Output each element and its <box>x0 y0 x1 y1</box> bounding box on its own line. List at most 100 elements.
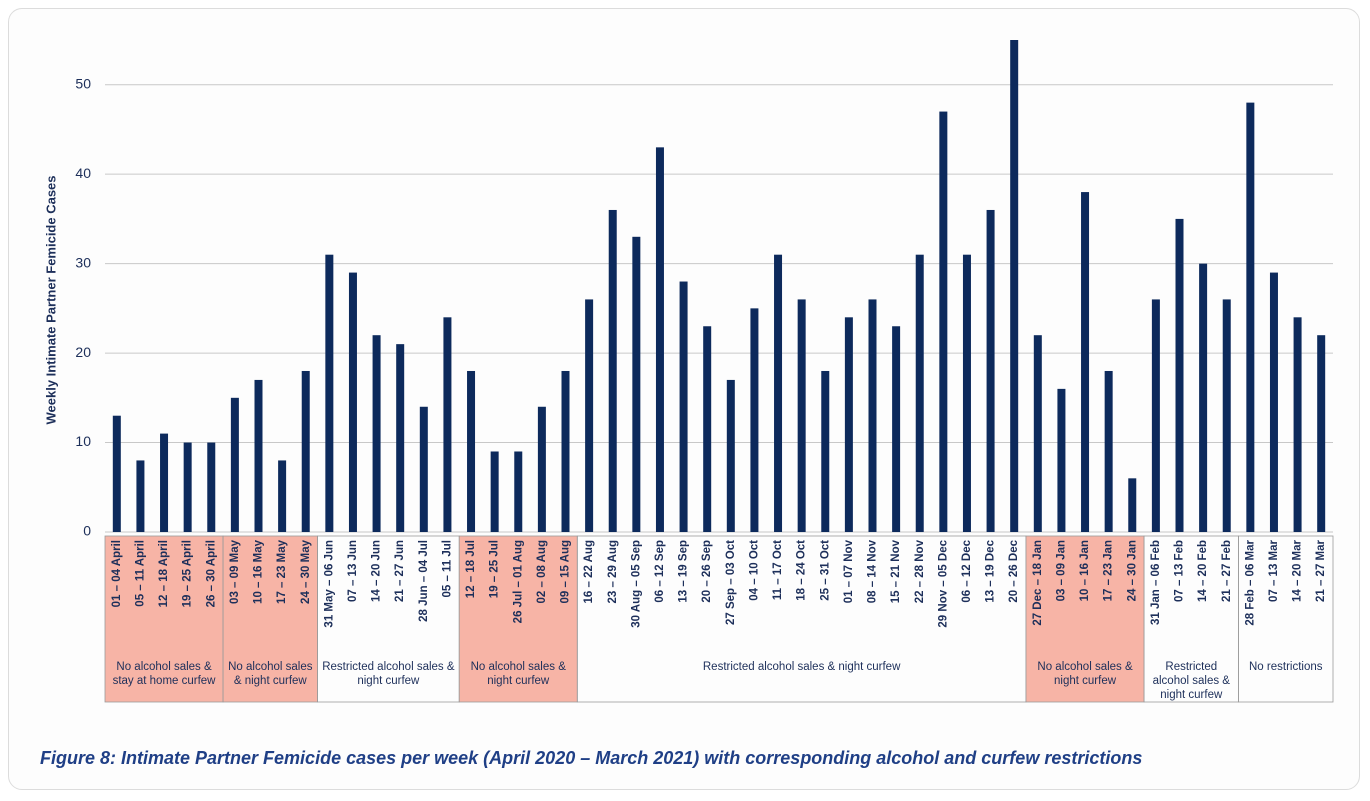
bar <box>207 442 216 532</box>
bar <box>490 451 499 532</box>
x-tick-label: 23 – 29 Aug <box>607 540 619 604</box>
period-label: Restricted alcohol sales & night curfew <box>1152 661 1230 701</box>
x-tick-label: 22 – 28 Nov <box>914 539 926 603</box>
x-tick-label: 07 – 13 Mar <box>1268 539 1280 602</box>
x-tick-label: 14 – 20 Mar <box>1292 539 1304 602</box>
bar <box>1246 102 1255 533</box>
period-label: No alcohol sales & night curfew <box>1037 661 1133 687</box>
period-label: No alcohol sales & night curfew <box>470 661 566 687</box>
x-tick-label: 12 – 18 April <box>158 540 170 607</box>
period-box <box>458 535 578 703</box>
x-tick-label: 10 – 16 Jan <box>1079 540 1091 601</box>
x-tick-label: 20 – 26 Sep <box>701 540 713 603</box>
bar <box>301 370 310 532</box>
y-tick-label: 20 <box>75 344 91 360</box>
x-tick-label: 10 – 16 May <box>253 539 265 604</box>
period-label: Restricted alcohol sales & night curfew <box>702 661 901 673</box>
bar <box>1293 317 1302 532</box>
bar <box>679 281 688 532</box>
group-backgrounds <box>104 535 1334 703</box>
bar <box>561 370 570 532</box>
bar <box>1222 299 1231 532</box>
bar <box>254 379 263 532</box>
x-tick-label: 12 – 18 Jul <box>465 540 477 598</box>
x-tick-label: 28 Feb – 06 Mar <box>1244 539 1256 625</box>
x-tick-label: 15 – 21 Nov <box>890 539 902 603</box>
x-tick-label: 17 – 23 May <box>276 539 288 604</box>
bar <box>1199 263 1208 532</box>
x-tick-label: 07 – 13 Jun <box>347 540 359 602</box>
caption: Figure 8: Intimate Partner Femicide case… <box>40 748 1143 768</box>
bar <box>325 254 334 532</box>
x-tick-label: 19 – 25 Jul <box>489 540 501 598</box>
x-tick-label: 05 – 11 April <box>134 540 146 607</box>
bar <box>467 370 476 532</box>
x-tick-label: 07 – 13 Feb <box>1174 540 1186 602</box>
bar <box>1317 335 1326 532</box>
bar <box>703 326 712 532</box>
bar <box>986 209 995 533</box>
x-tick-label: 02 – 08 Aug <box>536 540 548 604</box>
bar <box>278 460 287 532</box>
bar <box>419 406 428 532</box>
bar <box>1175 218 1184 532</box>
bar <box>1104 370 1113 532</box>
bar <box>844 317 853 532</box>
x-tick-label: 14 – 20 Feb <box>1197 540 1209 602</box>
x-tick-label: 24 – 30 Jan <box>1126 540 1138 601</box>
bar <box>726 379 735 532</box>
x-tick-label: 21 – 27 Feb <box>1221 540 1233 602</box>
y-tick-label: 0 <box>83 523 91 539</box>
x-tick-label: 21 – 27 Jun <box>394 540 406 602</box>
x-tick-label: 26 Jul – 01 Aug <box>512 540 524 623</box>
bar <box>136 460 145 532</box>
y-tick-label: 30 <box>75 254 91 270</box>
bar <box>230 397 239 532</box>
bar <box>585 299 594 532</box>
x-tick-label: 13 – 19 Dec <box>985 539 997 602</box>
y-tick-label: 40 <box>75 165 91 181</box>
x-tick-label: 20 – 26 Dec <box>1008 539 1020 602</box>
bar <box>443 317 452 532</box>
x-tick-label: 06 – 12 Sep <box>654 540 666 603</box>
bar <box>821 370 830 532</box>
period-box <box>1025 535 1145 703</box>
bar <box>608 209 617 533</box>
x-tick-label: 25 – 31 Oct <box>819 540 831 601</box>
period-label: No restrictions <box>1249 661 1323 673</box>
bar <box>537 406 546 532</box>
bar <box>183 442 192 532</box>
y-tick-label: 50 <box>75 75 91 91</box>
period-box <box>104 535 224 703</box>
bar <box>1081 192 1090 532</box>
bar <box>797 299 806 532</box>
x-tick-label: 08 – 14 Nov <box>867 539 879 603</box>
x-tick-label: 11 – 17 Oct <box>772 540 784 600</box>
bar <box>632 236 641 533</box>
bar <box>1151 299 1160 532</box>
x-tick-label: 24 – 30 May <box>300 539 312 604</box>
bar <box>774 254 783 532</box>
period-label: No alcohol sales & stay at home curfew <box>112 661 216 687</box>
x-tick-label: 27 Sep – 03 Oct <box>725 540 737 625</box>
period-label: No alcohol sales & night curfew <box>228 661 313 687</box>
x-tick-label: 13 – 19 Sep <box>678 540 690 603</box>
x-tick-label: 21 – 27 Mar <box>1315 539 1327 602</box>
y-tick-label: 10 <box>75 433 91 449</box>
x-tick-label: 01 – 04 April <box>111 540 123 607</box>
bar <box>750 308 759 532</box>
bar <box>514 451 523 532</box>
x-tick-label: 14 – 20 Jun <box>371 540 383 602</box>
y-axis-label: Weekly Intimate Partner Femicide Cases <box>43 175 58 424</box>
x-tick-label: 16 – 22 Aug <box>583 540 595 604</box>
x-tick-label: 05 – 11 Jul <box>441 540 453 598</box>
bar <box>1057 388 1066 532</box>
x-tick-label: 28 Jun – 04 Jul <box>418 540 430 622</box>
x-tick-label: 01 – 07 Nov <box>843 539 855 603</box>
bar <box>1033 335 1042 532</box>
bar <box>396 344 405 532</box>
x-tick-label: 29 Nov – 05 Dec <box>937 539 949 627</box>
bar <box>372 335 381 532</box>
